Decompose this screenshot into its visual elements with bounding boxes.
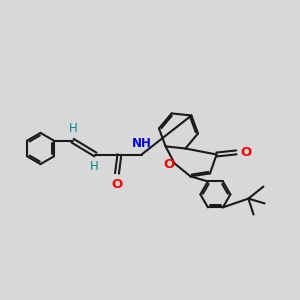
Text: O: O	[164, 158, 175, 171]
Text: H: H	[90, 160, 99, 173]
Text: O: O	[241, 146, 252, 159]
Text: O: O	[111, 178, 123, 190]
Text: NH: NH	[132, 137, 152, 150]
Text: H: H	[69, 122, 78, 135]
